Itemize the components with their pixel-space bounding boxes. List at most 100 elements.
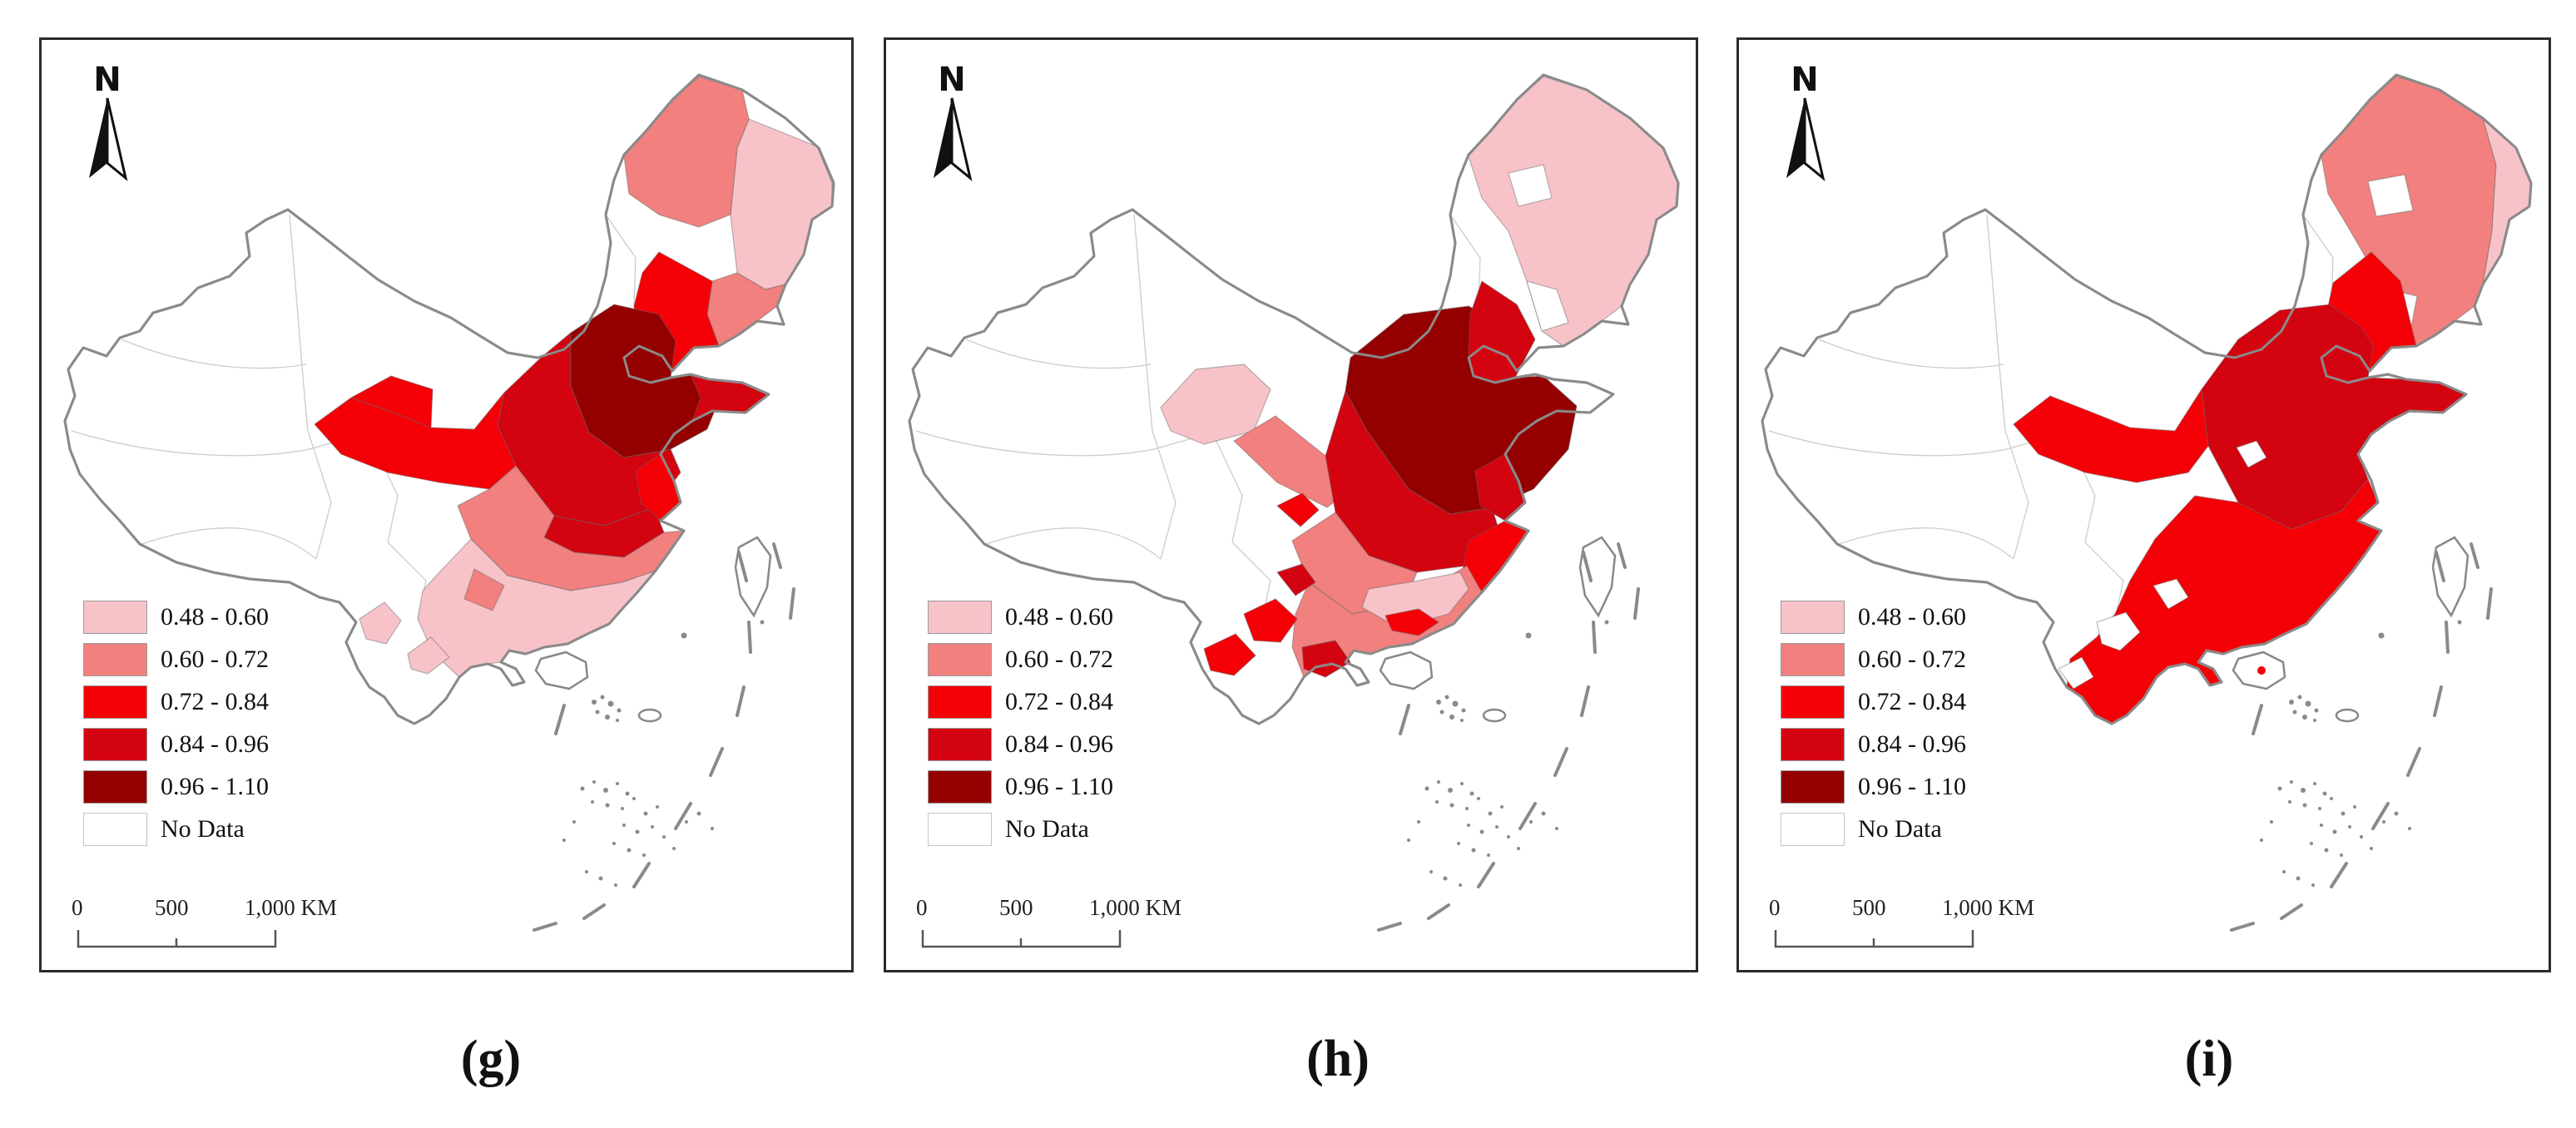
scale-bar-bracket [921,930,1122,948]
map-panel-g: N 0.48 - 0.60 0.60 - 0.72 0.72 - 0.84 0.84 … [39,37,854,972]
scale-bar-numbers: 0 500 1,000 KM [72,895,404,925]
scale-zero: 0 [72,895,83,920]
legend-item: 0.48 - 0.60 [928,596,1113,638]
scale-mid: 500 [155,895,189,920]
scale-end: 1,000 KM [245,895,338,920]
legend-item: 0.48 - 0.60 [83,596,269,638]
north-label: N [1791,61,1819,99]
north-arrow-icon [1786,97,1825,181]
legend-swatch [83,600,147,634]
choropleth-region [2236,440,2267,468]
north-arrow-icon [89,97,128,181]
legend-label: 0.96 - 1.10 [161,772,269,800]
legend-swatch [928,600,992,634]
legend-swatch [1781,642,1845,676]
legend-swatch [1781,812,1845,846]
legend-label: 0.60 - 0.72 [1858,645,1966,673]
legend-label: 0.72 - 0.84 [1005,687,1113,715]
legend-label: 0.72 - 0.84 [161,687,269,715]
choropleth-region [1276,563,1316,596]
legend-item: 0.84 - 0.96 [83,723,269,765]
legend-item: 0.60 - 0.72 [83,638,269,680]
legend-item: No Data [1781,808,1966,850]
legend-swatch [83,812,147,846]
legend-label: 0.84 - 0.96 [1005,730,1113,758]
choropleth-region [2013,388,2209,483]
panel-label-g: (g) [460,1031,522,1087]
scale-bar: 0 500 1,000 KM [72,895,404,954]
legend-swatch [1781,685,1845,719]
legend-item: 0.72 - 0.84 [1781,680,1966,723]
north-label: N [938,61,966,99]
legend-swatch [83,685,147,719]
map-legend: 0.48 - 0.60 0.60 - 0.72 0.72 - 0.84 0.84 - … [928,596,1113,850]
china-map-g [63,73,835,932]
legend-swatch [928,685,992,719]
legend-label: 0.84 - 0.96 [1858,730,1966,758]
scale-bar-numbers: 0 500 1,000 KM [916,895,1249,925]
scale-end: 1,000 KM [1942,895,2035,920]
map-panel-h: N 0.48 - 0.60 0.60 - 0.72 0.72 - 0.84 0.84 … [884,37,1698,972]
north-arrow: N [1776,63,1834,187]
legend-swatch [83,727,147,761]
scale-mid: 500 [999,895,1033,920]
scale-zero: 0 [1769,895,1781,920]
china-map-i [1761,73,2533,932]
choropleth-region [1361,571,1469,623]
legend-item: 0.96 - 1.10 [1781,765,1966,808]
legend-item: 0.96 - 1.10 [928,765,1113,808]
map-legend: 0.48 - 0.60 0.60 - 0.72 0.72 - 0.84 0.84 - … [83,596,269,850]
legend-swatch [928,727,992,761]
legend-label: No Data [1005,814,1089,843]
scale-zero: 0 [916,895,928,920]
legend-item: No Data [83,808,269,850]
choropleth-region [1203,633,1256,676]
legend-swatch [83,642,147,676]
choropleth-region [2058,656,2094,690]
choropleth-region [2367,174,2414,217]
legend-swatch [928,642,992,676]
panel-label-i: (i) [2184,1031,2234,1087]
legend-swatch [1781,600,1845,634]
choropleth-region [1276,492,1320,527]
legend-label: No Data [161,814,245,843]
legend-label: 0.72 - 0.84 [1858,687,1966,715]
choropleth-region [1243,598,1298,643]
legend-swatch [928,769,992,804]
scale-bar-bracket [77,930,277,948]
legend-label: 0.48 - 0.60 [1858,602,1966,631]
legend-label: 0.60 - 0.72 [1005,645,1113,673]
choropleth-region [407,636,450,675]
legend-label: 0.60 - 0.72 [161,645,269,673]
legend-label: 0.48 - 0.60 [161,602,269,631]
scale-bar: 0 500 1,000 KM [916,895,1249,954]
scale-bar: 0 500 1,000 KM [1769,895,2102,954]
panel-labels-row: (g) (h) (i) [0,1030,2576,1121]
legend-item: 0.72 - 0.84 [928,680,1113,723]
map-panel-i: N 0.48 - 0.60 0.60 - 0.72 0.72 - 0.84 0.84 … [1736,37,2551,972]
legend-label: 0.96 - 1.10 [1858,772,1966,800]
legend-item: 0.48 - 0.60 [1781,596,1966,638]
legend-label: 0.84 - 0.96 [161,730,269,758]
legend-label: 0.48 - 0.60 [1005,602,1113,631]
legend-swatch [1781,727,1845,761]
china-map-h [908,73,1680,932]
scale-bar-numbers: 0 500 1,000 KM [1769,895,2102,925]
legend-label: 0.96 - 1.10 [1005,772,1113,800]
choropleth-region [1526,280,1569,332]
map-legend: 0.48 - 0.60 0.60 - 0.72 0.72 - 0.84 0.84 - … [1781,596,1966,850]
legend-item: 0.84 - 0.96 [928,723,1113,765]
scale-mid: 500 [1852,895,1886,920]
choropleth-region [2096,611,2141,651]
panel-label-h: (h) [1306,1031,1370,1087]
choropleth-region [350,375,433,428]
legend-item: 0.96 - 1.10 [83,765,269,808]
choropleth-region [359,601,402,645]
north-arrow-icon [934,97,973,181]
legend-item: 0.60 - 0.72 [928,638,1113,680]
legend-item: 0.84 - 0.96 [1781,723,1966,765]
legend-label: No Data [1858,814,1942,843]
choropleth-region [730,118,833,290]
choropleth-region [2152,578,2189,610]
